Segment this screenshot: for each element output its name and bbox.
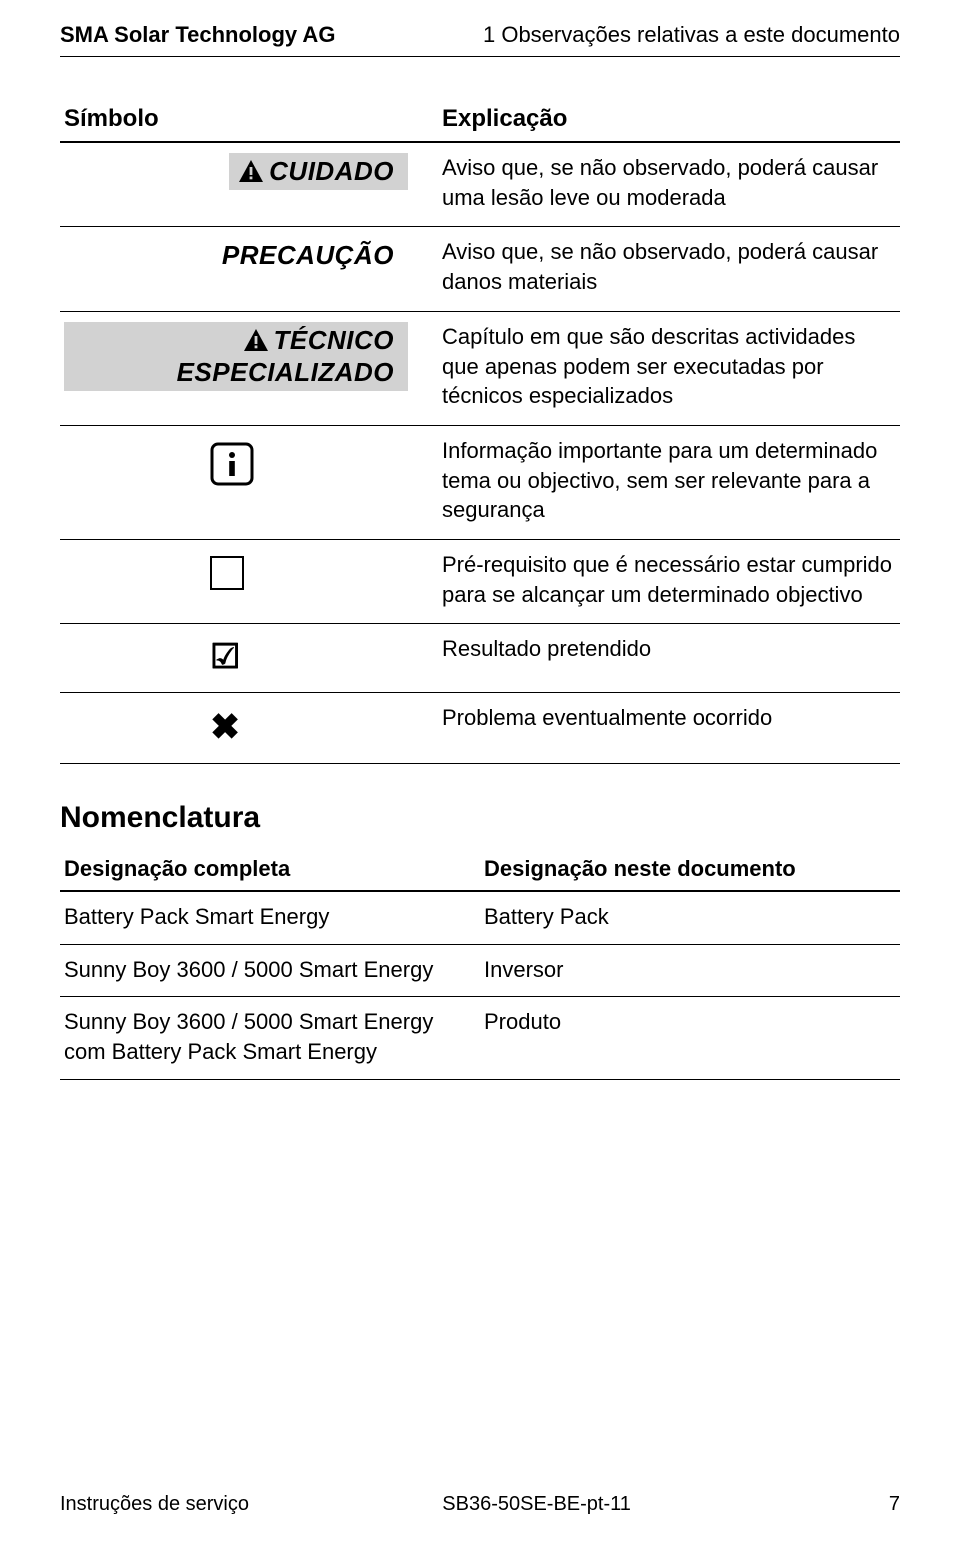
table-row: ✖ Problema eventualmente ocorrido [60, 693, 900, 764]
footer-left: Instruções de serviço [60, 1491, 249, 1518]
footer-right: 7 [889, 1491, 900, 1518]
table-row: ☑ Resultado pretendido [60, 624, 900, 693]
nomenclature-heading: Nomenclatura [60, 798, 900, 839]
symbols-head-symbol: Símbolo [60, 97, 438, 142]
page-header: SMA Solar Technology AG 1 Observações re… [60, 20, 900, 57]
header-company: SMA Solar Technology AG [60, 20, 335, 50]
table-row: Sunny Boy 3600 / 5000 Smart Energy com B… [60, 997, 900, 1079]
explanation-text: Aviso que, se não observado, poderá caus… [438, 142, 900, 227]
table-row: PRECAUÇÃO Aviso que, se não observado, p… [60, 227, 900, 311]
nomenclature-table: Designação completa Designação neste doc… [60, 848, 900, 1079]
nomen-doc: Produto [480, 997, 900, 1079]
explanation-text: Capítulo em que são descritas actividade… [438, 311, 900, 425]
badge-cuidado: CUIDADO [229, 153, 408, 190]
badge-precaucao-label: PRECAUÇÃO [222, 240, 394, 270]
x-mark-icon: ✖ [210, 706, 240, 747]
table-row: Sunny Boy 3600 / 5000 Smart Energy Inver… [60, 944, 900, 997]
table-row: CUIDADO Aviso que, se não observado, pod… [60, 142, 900, 227]
nomen-full: Sunny Boy 3600 / 5000 Smart Energy [60, 944, 480, 997]
warning-triangle-icon [244, 329, 268, 351]
symbols-head-explanation: Explicação [438, 97, 900, 142]
badge-cuidado-label: CUIDADO [269, 156, 394, 186]
explanation-text: Pré-requisito que é necessário estar cum… [438, 539, 900, 623]
checkbox-empty-icon [210, 556, 244, 590]
explanation-text: Problema eventualmente ocorrido [438, 693, 900, 764]
symbols-table: Símbolo Explicação CUIDADO Aviso que, se… [60, 97, 900, 764]
nomen-full: Battery Pack Smart Energy [60, 891, 480, 944]
nomen-head-full: Designação completa [60, 848, 480, 891]
table-row: TÉCNICO ESPECIALIZADO Capítulo em que sã… [60, 311, 900, 425]
badge-precaucao: PRECAUÇÃO [212, 237, 408, 274]
header-section: 1 Observações relativas a este documento [483, 20, 900, 50]
checkbox-checked-icon: ☑ [210, 638, 240, 676]
page-footer: Instruções de serviço SB36-50SE-BE-pt-11… [60, 1491, 900, 1518]
table-row: Informação importante para um determinad… [60, 425, 900, 539]
nomen-doc: Inversor [480, 944, 900, 997]
table-row: Pré-requisito que é necessário estar cum… [60, 539, 900, 623]
explanation-text: Informação importante para um determinad… [438, 425, 900, 539]
warning-triangle-icon [239, 160, 263, 182]
info-icon [210, 466, 254, 491]
explanation-text: Aviso que, se não observado, poderá caus… [438, 227, 900, 311]
explanation-text: Resultado pretendido [438, 624, 900, 693]
badge-tecnico: TÉCNICO ESPECIALIZADO [64, 322, 408, 391]
table-row: Battery Pack Smart Energy Battery Pack [60, 891, 900, 944]
nomen-head-doc: Designação neste documento [480, 848, 900, 891]
nomen-full: Sunny Boy 3600 / 5000 Smart Energy com B… [60, 997, 480, 1079]
nomen-doc: Battery Pack [480, 891, 900, 944]
badge-tecnico-label: TÉCNICO ESPECIALIZADO [177, 325, 394, 388]
footer-mid: SB36-50SE-BE-pt-11 [442, 1491, 631, 1518]
